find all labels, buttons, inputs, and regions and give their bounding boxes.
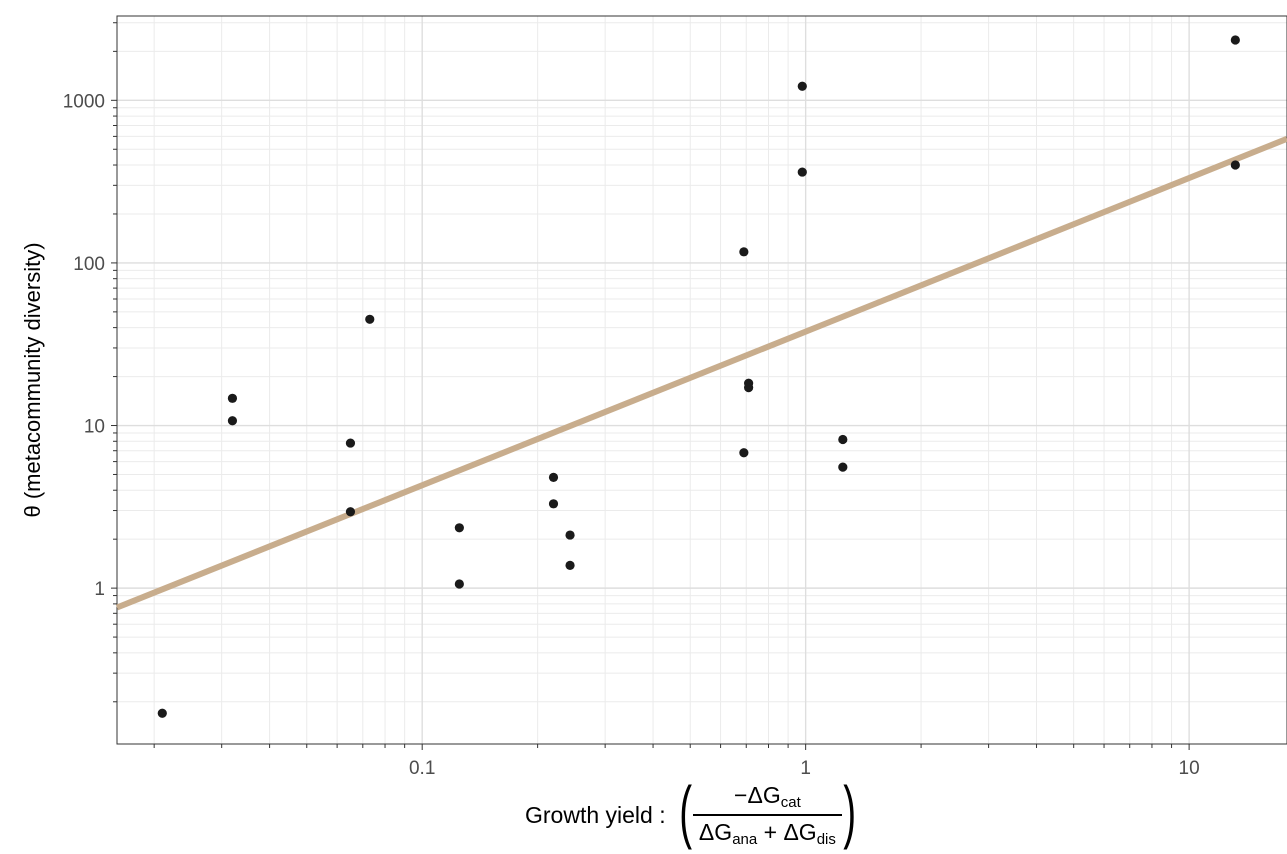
minor-gridlines [117, 16, 1287, 744]
y-tick-label: 10 [84, 417, 105, 438]
y-tick-label: 1000 [63, 91, 105, 112]
fraction-denominator: ΔGana + ΔGdis [698, 818, 836, 848]
data-point [365, 314, 375, 324]
y-tick-labels: 1 10 100 1000 [63, 91, 105, 600]
data-point [548, 472, 559, 482]
data-point [739, 247, 749, 257]
fraction-bar [692, 814, 842, 816]
x-axis-title: Growth yield : ( −ΔGcat ΔGana + ΔGdis ) [525, 772, 856, 854]
x-tick-label: 1 [800, 758, 811, 779]
trend-line [115, 135, 1287, 611]
data-point [838, 434, 848, 445]
data-point [739, 448, 749, 458]
data-point [548, 499, 559, 509]
data-point [565, 560, 575, 570]
data-point [744, 383, 754, 393]
left-paren: ( [678, 772, 692, 850]
data-point [345, 507, 356, 517]
data-point [454, 579, 464, 589]
fraction-numerator: −ΔGcat [734, 782, 801, 812]
plot-panel-border [116, 15, 1287, 745]
y-tick-label: 100 [73, 254, 105, 275]
data-points-layer [157, 35, 1240, 718]
x-axis-title-text: Growth yield : [525, 801, 666, 828]
data-point [797, 167, 807, 177]
x-axis-fraction: −ΔGcat ΔGana + ΔGdis [692, 782, 842, 848]
data-point [345, 438, 356, 448]
y-tick-label: 1 [94, 579, 105, 600]
data-point [838, 462, 848, 472]
major-gridlines [117, 16, 1287, 744]
axis-ticks [111, 22, 1190, 750]
data-point [565, 530, 575, 540]
y-axis-title: θ (metacommunity diversity) [20, 242, 45, 517]
right-paren: ) [843, 772, 856, 850]
trend-line-layer [115, 135, 1287, 611]
data-point [157, 708, 167, 718]
x-tick-label: 0.1 [409, 758, 435, 779]
data-point [454, 523, 464, 533]
x-tick-labels: 0.1 1 10 [409, 758, 1200, 779]
x-tick-label: 10 [1179, 758, 1200, 779]
data-point [227, 393, 238, 403]
data-point [1230, 160, 1240, 170]
data-point [797, 81, 807, 91]
data-point [1230, 35, 1240, 45]
data-point [227, 416, 238, 426]
